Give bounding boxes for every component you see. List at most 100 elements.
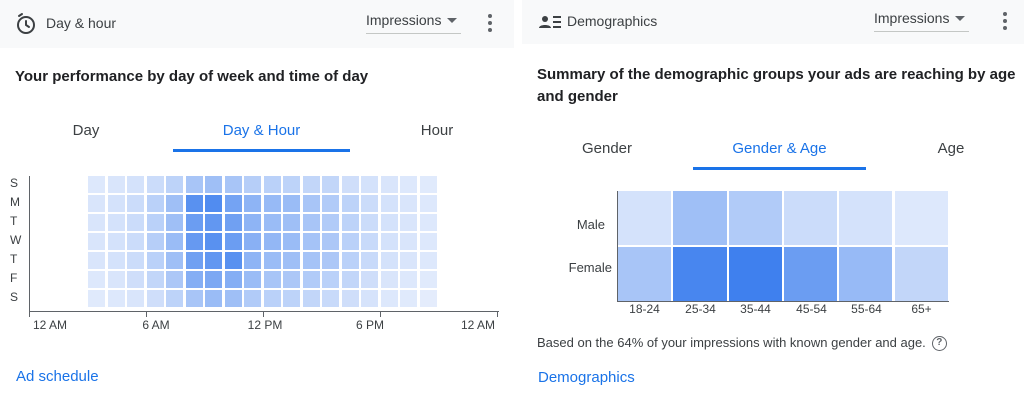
- heatmap-cell[interactable]: [224, 176, 242, 193]
- heatmap-cell[interactable]: [302, 271, 320, 288]
- heatmap-cell[interactable]: [224, 252, 242, 269]
- heatmap-cell[interactable]: [244, 195, 261, 212]
- heatmap-cell[interactable]: [380, 271, 398, 288]
- more-options-icon[interactable]: [1000, 10, 1010, 34]
- heatmap-cell[interactable]: [166, 290, 183, 307]
- heatmap-cell[interactable]: [224, 214, 242, 231]
- heatmap-cell[interactable]: [341, 290, 359, 307]
- heatmap-cell[interactable]: [205, 252, 222, 269]
- heatmap-cell[interactable]: [185, 290, 203, 307]
- heatmap-cell[interactable]: [322, 176, 339, 193]
- heatmap-cell[interactable]: [341, 214, 359, 231]
- heatmap-cell[interactable]: [673, 191, 727, 245]
- heatmap-cell[interactable]: [263, 214, 281, 231]
- heatmap-cell[interactable]: [618, 247, 672, 301]
- heatmap-cell[interactable]: [783, 247, 838, 301]
- heatmap-cell[interactable]: [380, 252, 398, 269]
- heatmap-cell[interactable]: [88, 252, 105, 269]
- heatmap-cell[interactable]: [88, 290, 105, 307]
- tab-hour[interactable]: Hour: [420, 122, 454, 139]
- heatmap-cell[interactable]: [302, 290, 320, 307]
- heatmap-cell[interactable]: [839, 191, 893, 245]
- heatmap-cell[interactable]: [419, 271, 437, 288]
- heatmap-cell[interactable]: [88, 195, 105, 212]
- more-options-icon[interactable]: [485, 12, 495, 36]
- heatmap-cell[interactable]: [283, 252, 300, 269]
- heatmap-cell[interactable]: [185, 233, 203, 250]
- heatmap-cell[interactable]: [322, 271, 339, 288]
- heatmap-cell[interactable]: [107, 252, 125, 269]
- heatmap-cell[interactable]: [224, 195, 242, 212]
- heatmap-cell[interactable]: [380, 176, 398, 193]
- heatmap-cell[interactable]: [283, 176, 300, 193]
- heatmap-cell[interactable]: [400, 195, 417, 212]
- tab-gender-and-age[interactable]: Gender & Age: [693, 130, 866, 170]
- heatmap-cell[interactable]: [166, 195, 183, 212]
- heatmap-cell[interactable]: [302, 195, 320, 212]
- heatmap-cell[interactable]: [127, 195, 144, 212]
- heatmap-cell[interactable]: [166, 271, 183, 288]
- heatmap-cell[interactable]: [224, 233, 242, 250]
- heatmap-cell[interactable]: [224, 290, 242, 307]
- heatmap-cell[interactable]: [380, 214, 398, 231]
- heatmap-cell[interactable]: [380, 233, 398, 250]
- heatmap-cell[interactable]: [283, 271, 300, 288]
- heatmap-cell[interactable]: [166, 214, 183, 231]
- heatmap-cell[interactable]: [205, 233, 222, 250]
- tab-gender[interactable]: Gender: [581, 140, 633, 157]
- heatmap-cell[interactable]: [146, 195, 164, 212]
- heatmap-cell[interactable]: [361, 252, 378, 269]
- heatmap-cell[interactable]: [341, 271, 359, 288]
- heatmap-cell[interactable]: [127, 271, 144, 288]
- heatmap-cell[interactable]: [205, 195, 222, 212]
- heatmap-cell[interactable]: [263, 271, 281, 288]
- heatmap-cell[interactable]: [419, 176, 437, 193]
- heatmap-cell[interactable]: [205, 290, 222, 307]
- heatmap-cell[interactable]: [263, 233, 281, 250]
- heatmap-cell[interactable]: [322, 290, 339, 307]
- heatmap-cell[interactable]: [322, 214, 339, 231]
- heatmap-cell[interactable]: [88, 271, 105, 288]
- heatmap-cell[interactable]: [341, 252, 359, 269]
- heatmap-cell[interactable]: [127, 214, 144, 231]
- heatmap-cell[interactable]: [127, 290, 144, 307]
- heatmap-cell[interactable]: [400, 271, 417, 288]
- heatmap-cell[interactable]: [894, 247, 948, 301]
- heatmap-cell[interactable]: [419, 233, 437, 250]
- heatmap-cell[interactable]: [283, 233, 300, 250]
- heatmap-cell[interactable]: [263, 290, 281, 307]
- heatmap-cell[interactable]: [146, 290, 164, 307]
- ad-schedule-link[interactable]: Ad schedule: [16, 368, 99, 385]
- heatmap-cell[interactable]: [380, 290, 398, 307]
- heatmap-cell[interactable]: [728, 191, 782, 245]
- heatmap-cell[interactable]: [419, 290, 437, 307]
- heatmap-cell[interactable]: [341, 195, 359, 212]
- heatmap-cell[interactable]: [361, 214, 378, 231]
- metric-dropdown[interactable]: Impressions: [366, 12, 462, 34]
- heatmap-cell[interactable]: [322, 252, 339, 269]
- heatmap-cell[interactable]: [107, 271, 125, 288]
- heatmap-cell[interactable]: [88, 214, 105, 231]
- heatmap-cell[interactable]: [839, 247, 893, 301]
- heatmap-cell[interactable]: [400, 252, 417, 269]
- heatmap-cell[interactable]: [127, 233, 144, 250]
- heatmap-cell[interactable]: [244, 252, 261, 269]
- heatmap-cell[interactable]: [783, 191, 838, 245]
- heatmap-cell[interactable]: [322, 195, 339, 212]
- heatmap-cell[interactable]: [618, 191, 672, 245]
- heatmap-cell[interactable]: [302, 214, 320, 231]
- heatmap-cell[interactable]: [283, 195, 300, 212]
- heatmap-cell[interactable]: [894, 191, 948, 245]
- heatmap-cell[interactable]: [673, 247, 727, 301]
- heatmap-cell[interactable]: [361, 195, 378, 212]
- heatmap-cell[interactable]: [302, 233, 320, 250]
- tab-age[interactable]: Age: [937, 140, 965, 157]
- heatmap-cell[interactable]: [88, 176, 105, 193]
- heatmap-cell[interactable]: [400, 214, 417, 231]
- heatmap-cell[interactable]: [341, 176, 359, 193]
- heatmap-cell[interactable]: [185, 252, 203, 269]
- heatmap-cell[interactable]: [166, 252, 183, 269]
- demographics-link[interactable]: Demographics: [538, 369, 635, 386]
- heatmap-cell[interactable]: [185, 214, 203, 231]
- heatmap-cell[interactable]: [107, 290, 125, 307]
